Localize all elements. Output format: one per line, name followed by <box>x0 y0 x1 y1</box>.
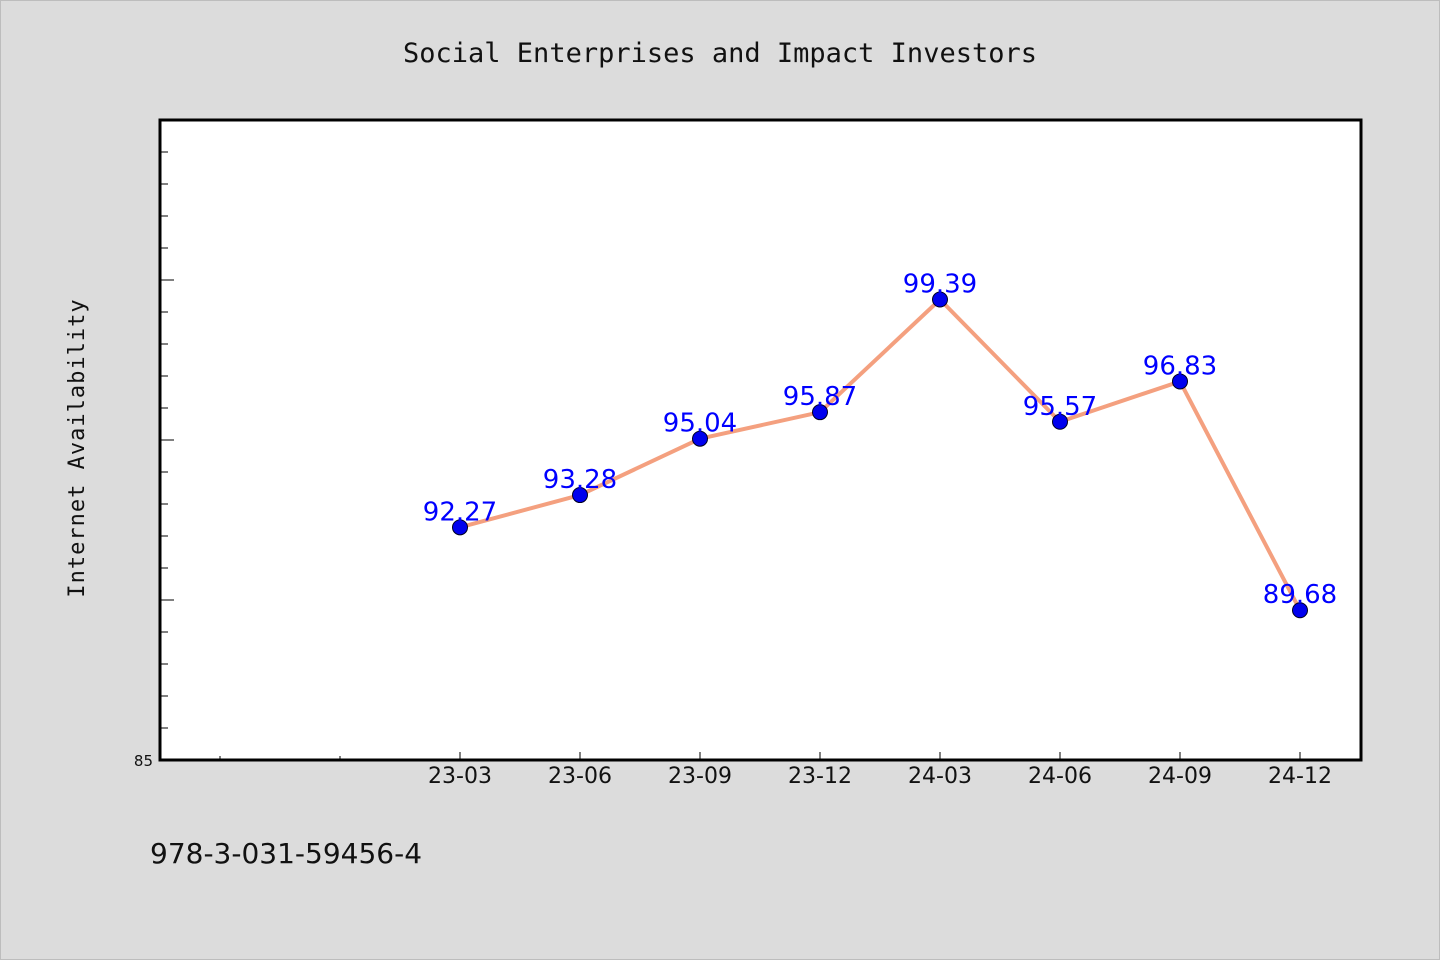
x-tick-label: 24-09 <box>1148 764 1212 789</box>
x-tick-label: 24-12 <box>1268 764 1332 789</box>
data-points <box>452 291 1308 619</box>
x-tick-label: 23-06 <box>548 764 612 789</box>
data-label: 96.83 <box>1143 351 1217 381</box>
data-point <box>1172 373 1188 390</box>
plot-area <box>158 118 1363 762</box>
data-point <box>452 519 468 536</box>
y-axis-label: Internet Availability <box>65 298 90 597</box>
data-label: 95.04 <box>663 409 737 439</box>
x-tick-label: 23-03 <box>428 764 492 789</box>
data-point <box>692 430 708 447</box>
x-tick-label: 24-03 <box>908 764 972 789</box>
data-labels: 92.27 93.28 95.04 95.87 99.39 95.57 96.83 89.68 <box>423 270 1337 611</box>
data-point <box>572 487 588 504</box>
data-point <box>812 404 828 421</box>
data-label: 89.68 <box>1263 580 1337 610</box>
data-label: 99.39 <box>903 270 977 300</box>
data-point <box>1292 602 1308 619</box>
x-axis-ticks <box>219 752 1301 760</box>
x-tick-label: 24-06 <box>1028 764 1092 789</box>
y-axis-ticks <box>160 151 174 761</box>
data-label: 93.28 <box>543 465 617 495</box>
chart-title: Social Enterprises and Impact Investors <box>403 38 1037 69</box>
data-point <box>1052 413 1068 430</box>
x-tick-label: 23-12 <box>788 764 852 789</box>
x-tick-label: 23-09 <box>668 764 732 789</box>
y-tick-label: 85 <box>134 752 153 770</box>
x-axis-tick-labels: 23-03 23-06 23-09 23-12 24-03 24-06 24-09 24-12 <box>428 764 1332 789</box>
data-label: 95.57 <box>1023 392 1097 422</box>
data-label: 95.87 <box>783 382 857 412</box>
series-line <box>459 297 1302 612</box>
footnote: 978-3-031-59456-4 <box>150 837 422 870</box>
data-label: 92.27 <box>423 497 497 527</box>
data-point <box>932 291 948 308</box>
